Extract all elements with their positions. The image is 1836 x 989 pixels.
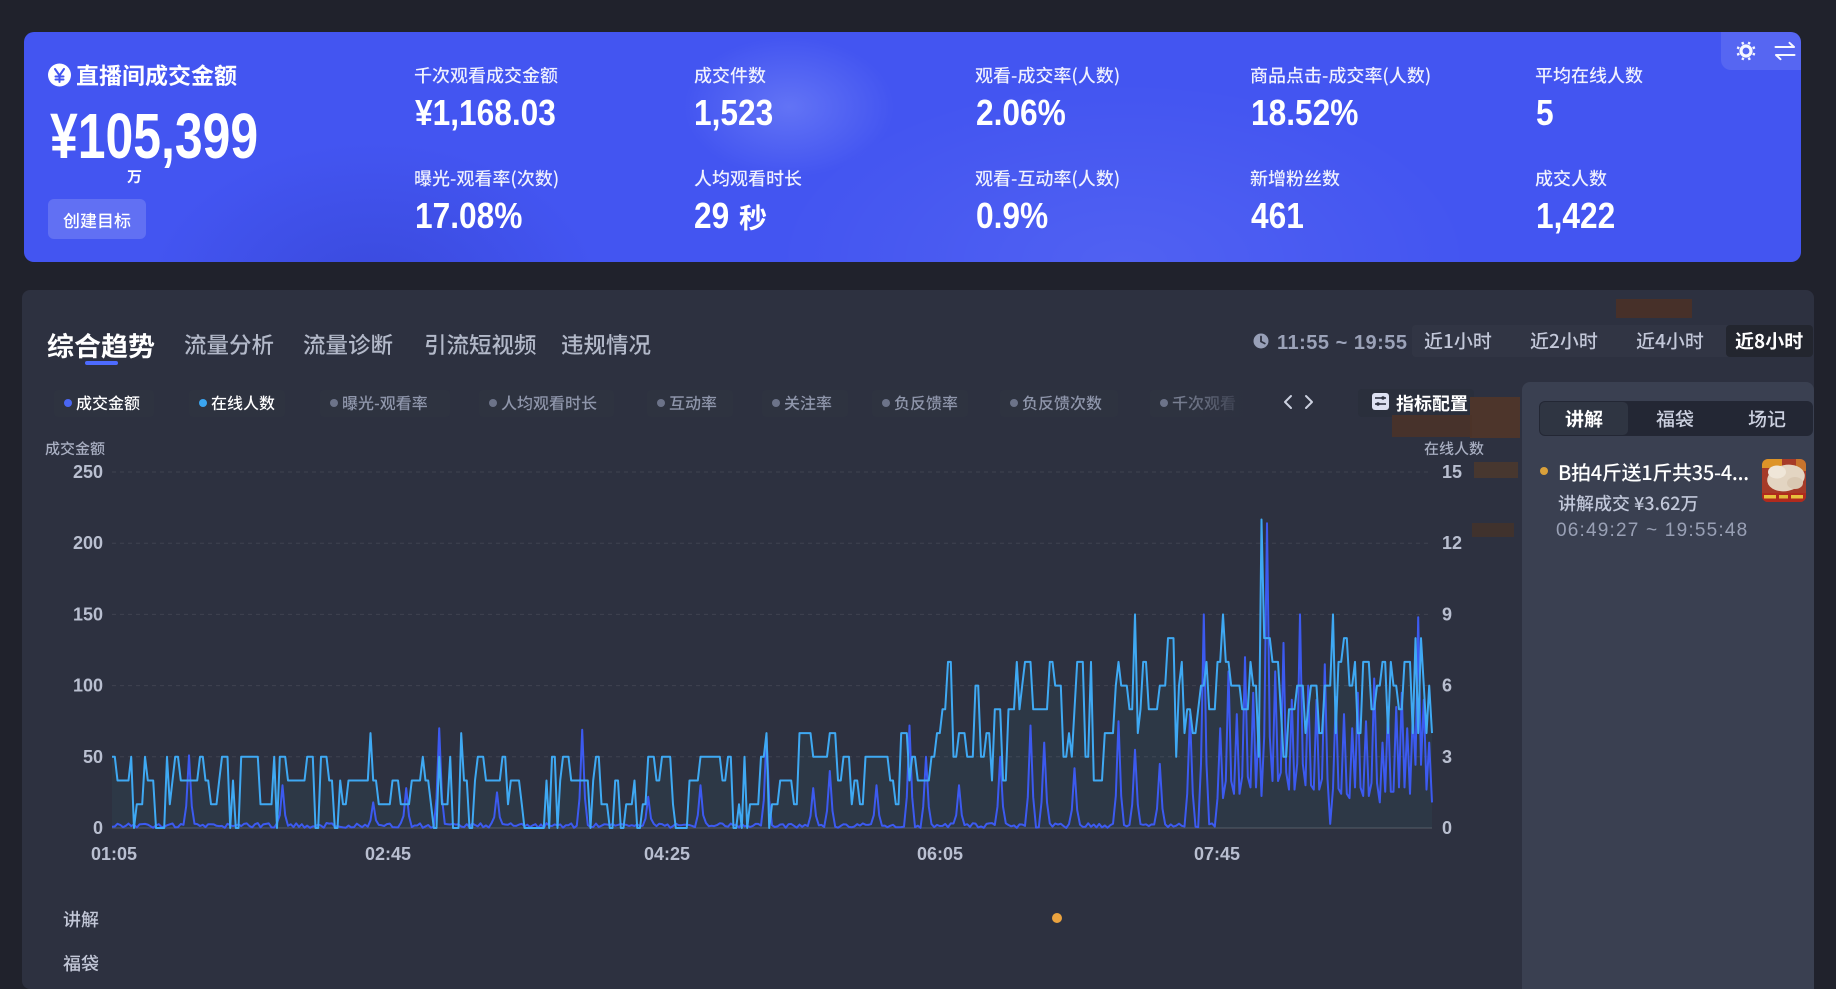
svg-text:01:05: 01:05 — [91, 844, 137, 864]
svg-text:1,523: 1,523 — [694, 93, 773, 133]
svg-text:04:25: 04:25 — [644, 844, 690, 864]
svg-text:12: 12 — [1442, 533, 1462, 553]
svg-text:17.08%: 17.08% — [415, 196, 522, 236]
svg-text:9: 9 — [1442, 604, 1452, 624]
svg-text:18.52%: 18.52% — [1251, 93, 1358, 133]
svg-text:461: 461 — [1251, 196, 1304, 236]
svg-text:¥105,399: ¥105,399 — [50, 101, 258, 172]
svg-text:¥1,168.03: ¥1,168.03 — [415, 93, 556, 133]
svg-text:0.9%: 0.9% — [976, 196, 1048, 236]
svg-text:6: 6 — [1442, 676, 1452, 696]
svg-text:15: 15 — [1442, 462, 1462, 482]
svg-text:06:05: 06:05 — [917, 844, 963, 864]
svg-text:150: 150 — [73, 604, 103, 624]
svg-text:11:55 ~ 19:55: 11:55 ~ 19:55 — [1277, 332, 1408, 354]
svg-text:5: 5 — [1536, 93, 1554, 133]
svg-text:0: 0 — [1442, 818, 1452, 838]
svg-text:100: 100 — [73, 676, 103, 696]
svg-text:02:45: 02:45 — [365, 844, 411, 864]
svg-text:06:49:27 ~ 19:55:48: 06:49:27 ~ 19:55:48 — [1556, 520, 1748, 541]
svg-text:0: 0 — [93, 818, 103, 838]
svg-text:3: 3 — [1442, 747, 1452, 767]
svg-text:250: 250 — [73, 462, 103, 482]
svg-text:50: 50 — [83, 747, 103, 767]
svg-text:29: 29 — [694, 196, 729, 236]
svg-text:07:45: 07:45 — [1194, 844, 1240, 864]
svg-text:1,422: 1,422 — [1536, 196, 1615, 236]
svg-text:2.06%: 2.06% — [976, 93, 1066, 133]
svg-text:200: 200 — [73, 533, 103, 553]
